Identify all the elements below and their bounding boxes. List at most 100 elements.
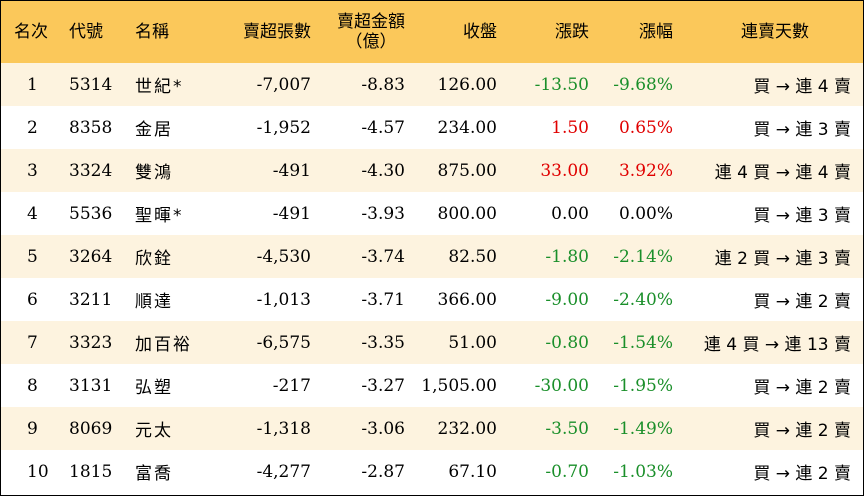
net-sell-shares-cell: -491 — [272, 203, 311, 224]
streak-cell: 連 4 買 → 連 13 賣 — [703, 335, 851, 355]
net-sell-amount-cell: -3.06 — [361, 418, 405, 439]
change-pct-cell: -2.14% — [613, 246, 673, 267]
change-pct-cell: -1.54% — [613, 332, 673, 353]
change-pct-cell: 0.65% — [618, 117, 673, 138]
change-pct-cell: -1.49% — [613, 418, 673, 439]
rank-cell: 9 — [27, 418, 38, 439]
change-cell: -0.80 — [545, 332, 589, 353]
table-row: 4 5536 聖暉* -491 -3.93 800.00 0.00 0.00% 買 → 連 3 … — [1, 192, 863, 235]
table-row: 1 5314 世紀* -7,007 -8.83 126.00 -13.50 -9.68% 買 →… — [1, 63, 863, 106]
net-sell-shares-cell: -6,575 — [256, 332, 311, 353]
net-sell-amount-cell: -3.35 — [361, 332, 405, 353]
header-change-pct: 漲幅 — [639, 22, 673, 42]
header-streak-days: 連賣天數 — [741, 22, 809, 42]
streak-cell: 買 → 連 2 賣 — [753, 464, 851, 484]
name-cell: 雙鴻 — [135, 163, 173, 183]
close-price-cell: 82.50 — [448, 246, 497, 267]
code-cell: 5536 — [69, 203, 113, 224]
code-cell: 3324 — [69, 160, 113, 181]
table-body: 1 5314 世紀* -7,007 -8.83 126.00 -13.50 -9.68% 買 →… — [1, 63, 863, 493]
code-cell: 5314 — [69, 74, 113, 95]
header-change: 漲跌 — [555, 22, 589, 42]
net-sell-shares-cell: -1,318 — [256, 418, 311, 439]
streak-cell: 買 → 連 2 賣 — [753, 378, 851, 398]
change-cell: -0.70 — [545, 461, 589, 482]
header-name: 名稱 — [135, 22, 169, 42]
rank-cell: 3 — [27, 160, 38, 181]
rank-cell: 5 — [27, 246, 38, 267]
net-sell-amount-cell: -3.93 — [361, 203, 405, 224]
streak-cell: 連 2 買 → 連 3 賣 — [714, 249, 851, 269]
change-pct-cell: -1.03% — [613, 461, 673, 482]
code-cell: 8358 — [69, 117, 113, 138]
net-sell-amount-cell: -2.87 — [361, 461, 405, 482]
net-sell-shares-cell: -4,530 — [256, 246, 311, 267]
change-cell: -30.00 — [534, 375, 589, 396]
table-row: 3 3324 雙鴻 -491 -4.30 875.00 33.00 3.92% 連 4 買 → … — [1, 149, 863, 192]
name-cell: 順達 — [135, 292, 173, 312]
net-sell-shares-cell: -1,013 — [256, 289, 311, 310]
table-row: 9 8069 元太 -1,318 -3.06 232.00 -3.50 -1.49% 買 → 連… — [1, 407, 863, 450]
table-row: 8 3131 弘塑 -217 -3.27 1,505.00 -30.00 -1.95% 買 → … — [1, 364, 863, 407]
name-cell: 加百裕 — [135, 335, 192, 355]
header-close: 收盤 — [463, 22, 497, 42]
close-price-cell: 1,505.00 — [421, 375, 497, 396]
change-cell: -9.00 — [545, 289, 589, 310]
net-sell-amount-cell: -3.27 — [361, 375, 405, 396]
net-sell-amount-cell: -3.71 — [361, 289, 405, 310]
streak-cell: 連 4 買 → 連 4 賣 — [714, 163, 851, 183]
close-price-cell: 126.00 — [437, 74, 497, 95]
net-sell-shares-cell: -217 — [272, 375, 311, 396]
rank-cell: 4 — [27, 203, 38, 224]
code-cell: 3131 — [69, 375, 113, 396]
streak-cell: 買 → 連 2 賣 — [753, 292, 851, 312]
streak-cell: 買 → 連 3 賣 — [753, 120, 851, 140]
name-cell: 弘塑 — [135, 378, 173, 398]
net-sell-amount-cell: -4.30 — [361, 160, 405, 181]
name-cell: 富喬 — [135, 464, 173, 484]
table-row: 5 3264 欣銓 -4,530 -3.74 82.50 -1.80 -2.14% 連 2 買 … — [1, 235, 863, 278]
change-cell: -3.50 — [545, 418, 589, 439]
change-pct-cell: -9.68% — [613, 74, 673, 95]
table-row: 2 8358 金居 -1,952 -4.57 234.00 1.50 0.65% 買 → 連 3… — [1, 106, 863, 149]
rank-cell: 6 — [27, 289, 38, 310]
name-cell: 聖暉* — [135, 206, 184, 226]
close-price-cell: 67.10 — [448, 461, 497, 482]
name-cell: 欣銓 — [135, 249, 173, 269]
code-cell: 1815 — [69, 461, 113, 482]
code-cell: 3323 — [69, 332, 113, 353]
close-price-cell: 800.00 — [437, 203, 497, 224]
net-sell-amount-cell: -8.83 — [361, 74, 405, 95]
header-row: 名次 代號 名稱 賣超張數 賣超金額 （億） 收盤 漲跌 漲幅 連賣天數 — [1, 1, 863, 63]
rank-cell: 2 — [27, 117, 38, 138]
table-row: 10 1815 富喬 -4,277 -2.87 67.10 -0.70 -1.03% 買 → 連… — [1, 450, 863, 493]
streak-cell: 買 → 連 3 賣 — [753, 206, 851, 226]
net-sell-shares-cell: -1,952 — [256, 117, 311, 138]
name-cell: 世紀* — [135, 77, 184, 97]
close-price-cell: 875.00 — [437, 160, 497, 181]
net-sell-amount-cell: -4.57 — [361, 117, 405, 138]
net-sell-amount-cell: -3.74 — [361, 246, 405, 267]
rank-cell: 10 — [27, 461, 49, 482]
change-pct-cell: 3.92% — [618, 160, 673, 181]
code-cell: 8069 — [69, 418, 113, 439]
change-cell: 1.50 — [551, 117, 589, 138]
change-pct-cell: -2.40% — [613, 289, 673, 310]
close-price-cell: 234.00 — [437, 117, 497, 138]
table-header: 名次 代號 名稱 賣超張數 賣超金額 （億） 收盤 漲跌 漲幅 連賣天數 — [1, 1, 863, 63]
table-row: 7 3323 加百裕 -6,575 -3.35 51.00 -0.80 -1.54% 連 4 買… — [1, 321, 863, 364]
streak-cell: 買 → 連 2 賣 — [753, 421, 851, 441]
rank-cell: 7 — [27, 332, 38, 353]
net-sell-shares-cell: -491 — [272, 160, 311, 181]
close-price-cell: 51.00 — [448, 332, 497, 353]
name-cell: 元太 — [135, 421, 173, 441]
header-code: 代號 — [69, 22, 103, 42]
code-cell: 3211 — [69, 289, 113, 310]
header-net-sell-shares: 賣超張數 — [243, 22, 311, 42]
header-net-sell-amount-line2: （億） — [345, 32, 397, 52]
close-price-cell: 366.00 — [437, 289, 497, 310]
change-cell: 33.00 — [540, 160, 589, 181]
streak-cell: 買 → 連 4 賣 — [753, 77, 851, 97]
